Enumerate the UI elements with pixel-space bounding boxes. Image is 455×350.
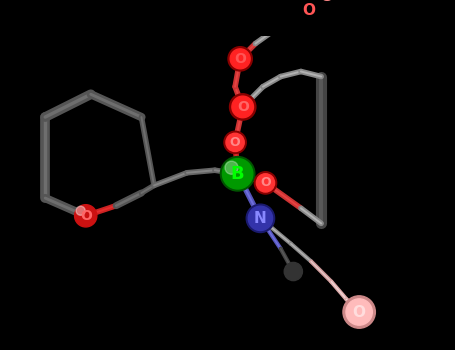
Circle shape <box>225 161 238 174</box>
Circle shape <box>226 133 244 152</box>
Circle shape <box>220 156 255 191</box>
Text: O: O <box>260 176 271 189</box>
Text: O: O <box>234 52 246 66</box>
Circle shape <box>228 47 253 71</box>
Circle shape <box>76 206 85 215</box>
Circle shape <box>312 0 340 10</box>
Circle shape <box>343 296 375 328</box>
Circle shape <box>229 94 256 120</box>
Circle shape <box>256 174 275 192</box>
Text: O: O <box>237 100 248 114</box>
Circle shape <box>296 0 321 23</box>
Text: O: O <box>353 304 366 320</box>
Circle shape <box>222 159 253 189</box>
Circle shape <box>284 262 303 281</box>
Circle shape <box>232 96 253 118</box>
Text: B: B <box>231 165 244 183</box>
Circle shape <box>230 49 250 69</box>
Text: O: O <box>80 209 91 223</box>
Text: O: O <box>319 0 334 5</box>
Text: N: N <box>254 211 267 226</box>
Circle shape <box>346 299 372 325</box>
Circle shape <box>246 204 275 232</box>
Text: O: O <box>302 3 315 18</box>
Circle shape <box>293 0 324 26</box>
Circle shape <box>254 172 277 194</box>
Circle shape <box>224 131 246 154</box>
Circle shape <box>309 0 344 13</box>
Text: O: O <box>230 136 240 149</box>
Circle shape <box>248 206 273 231</box>
Circle shape <box>75 205 97 227</box>
